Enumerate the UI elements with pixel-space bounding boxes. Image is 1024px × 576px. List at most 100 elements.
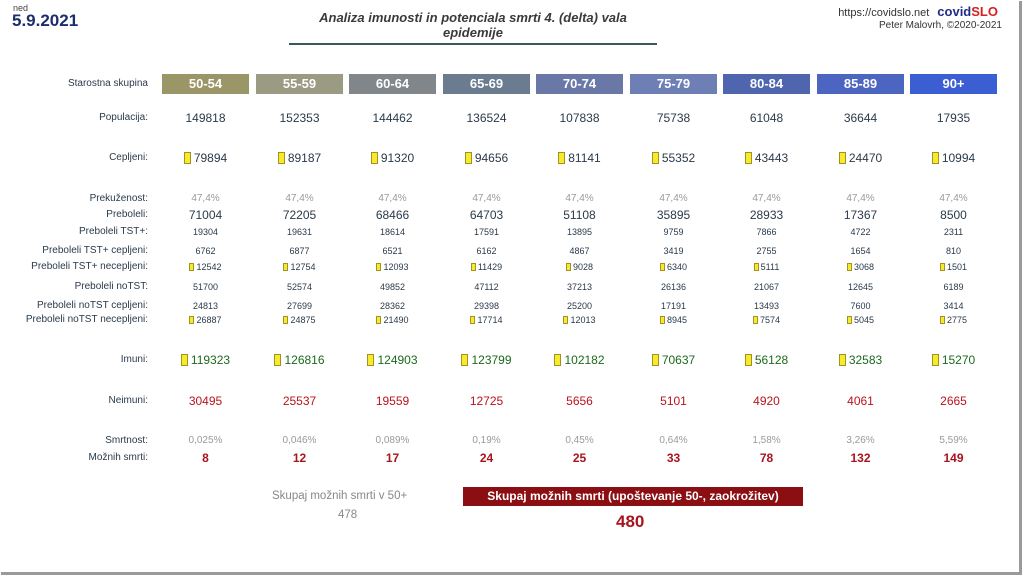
- cell-value: 4061: [847, 394, 874, 408]
- table-cell: 8: [162, 448, 249, 468]
- table-cell: 0,19%: [443, 431, 530, 451]
- cell-value: 4867: [569, 246, 590, 256]
- cell-value: 32583: [848, 353, 883, 367]
- row-preboleli-notst: Preboleli noTST: 51700 52574 49852 47112 3721…: [0, 277, 1024, 297]
- yellow-marker-icon: [370, 151, 378, 164]
- yellow-marker-icon: [744, 151, 752, 164]
- table-cell: 68466: [349, 205, 436, 225]
- cell-value: 49852: [379, 282, 406, 292]
- yellow-marker-icon: [846, 262, 852, 271]
- table-cell: 4061: [817, 391, 904, 411]
- cell-value: 25537: [282, 394, 317, 408]
- cell-value: 132: [850, 451, 871, 465]
- cell-value: 0,025%: [188, 435, 223, 446]
- cell-value: 124903: [377, 353, 418, 367]
- cell-value: 72205: [282, 208, 317, 222]
- cell-value: 17367: [843, 208, 878, 222]
- cell-value: 47,4%: [191, 193, 220, 204]
- table-cell: 0,089%: [349, 431, 436, 451]
- table-cell: 30495: [162, 391, 249, 411]
- table-cell: 144462: [349, 108, 436, 128]
- table-cell: 17367: [817, 205, 904, 225]
- table-cell: 35895: [630, 205, 717, 225]
- cell-value: 24: [479, 451, 494, 465]
- table-cell: 21067: [723, 277, 810, 297]
- cell-value: 0,089%: [375, 435, 410, 446]
- cell-value: 79894: [193, 151, 228, 165]
- cell-value: 81141: [568, 151, 601, 165]
- cell-value: 12754: [290, 262, 316, 272]
- cell-value: 47,4%: [472, 193, 501, 204]
- brand-covid: covid: [937, 4, 972, 19]
- table-cell: 123799: [443, 350, 530, 370]
- table-cell: 47,4%: [256, 189, 343, 209]
- table-cell: 75738: [630, 108, 717, 128]
- table-cell: 13895: [536, 222, 623, 242]
- table-cell: 6877: [256, 241, 343, 261]
- cell-value: 8945: [666, 315, 688, 325]
- cell-value: 13895: [566, 227, 593, 237]
- table-cell: 25200: [536, 296, 623, 316]
- table-cell: 70637: [630, 350, 717, 370]
- table-cell: 24813: [162, 296, 249, 316]
- row-preboleli-tst-necep: Preboleli TST+ necepljeni: 12542 12754 1209…: [0, 257, 1024, 277]
- table-cell: 94656: [443, 148, 530, 168]
- table-cell: 4920: [723, 391, 810, 411]
- page-title: Analiza imunosti in potenciala smrti 4. …: [289, 10, 657, 45]
- cell-value: 126816: [284, 353, 325, 367]
- row-label: Preboleli noTST:: [74, 281, 148, 292]
- row-label: Smrtnost:: [105, 435, 148, 446]
- row-label: Imuni:: [120, 354, 148, 365]
- cell-value: 27699: [286, 301, 313, 311]
- cell-value: 47,4%: [846, 193, 875, 204]
- cell-value: 25200: [566, 301, 593, 311]
- cell-value: 91320: [380, 151, 415, 165]
- table-cell: 51108: [536, 205, 623, 225]
- yellow-marker-icon: [846, 315, 852, 324]
- table-cell: 0,45%: [536, 431, 623, 451]
- yellow-marker-icon: [931, 151, 939, 164]
- site-url[interactable]: https://covidslo.net: [838, 7, 930, 19]
- table-cell: 1654: [817, 241, 904, 261]
- cell-value: 78: [759, 451, 774, 465]
- table-cell: 37213: [536, 277, 623, 297]
- table-cell: 64703: [443, 205, 530, 225]
- table-cell: 7866: [723, 222, 810, 242]
- table-cell: 24: [443, 448, 530, 468]
- table-cell: 3,26%: [817, 431, 904, 451]
- cell-value: 43443: [754, 151, 789, 165]
- table-cell: 25: [536, 448, 623, 468]
- table-cell: 47,4%: [349, 189, 436, 209]
- yellow-marker-icon: [183, 151, 191, 164]
- table-cell: 5101: [630, 391, 717, 411]
- table-cell: 0,64%: [630, 431, 717, 451]
- table-cell: 2775: [910, 310, 997, 330]
- cell-value: 64703: [469, 208, 504, 222]
- cell-value: 47,4%: [659, 193, 688, 204]
- cell-value: 47,4%: [752, 193, 781, 204]
- table-cell: 12754: [256, 257, 343, 277]
- table-cell: 32583: [817, 350, 904, 370]
- table-cell: 27699: [256, 296, 343, 316]
- cell-value: 26136: [660, 282, 687, 292]
- row-imuni: Imuni: 119323 126816 124903 123799 102182 7063…: [0, 350, 1024, 370]
- cell-value: 35895: [656, 208, 691, 222]
- table-cell: 47,4%: [536, 189, 623, 209]
- cell-value: 8: [202, 451, 209, 465]
- yellow-marker-icon: [464, 151, 472, 164]
- table-cell: 55352: [630, 148, 717, 168]
- table-cell: 43443: [723, 148, 810, 168]
- cell-value: 0,64%: [659, 435, 688, 446]
- cell-value: 3,26%: [846, 435, 875, 446]
- table-cell: 107838: [536, 108, 623, 128]
- cell-value: 30495: [188, 394, 223, 408]
- table-cell: 11429: [443, 257, 530, 277]
- cell-value: 28933: [749, 208, 784, 222]
- cell-value: 12725: [469, 394, 504, 408]
- yellow-marker-icon: [180, 353, 188, 366]
- cell-value: 6162: [476, 246, 497, 256]
- table-cell: 61048: [723, 108, 810, 128]
- table-cell: 81141: [536, 148, 623, 168]
- yellow-marker-icon: [659, 315, 665, 324]
- table-cell: 51700: [162, 277, 249, 297]
